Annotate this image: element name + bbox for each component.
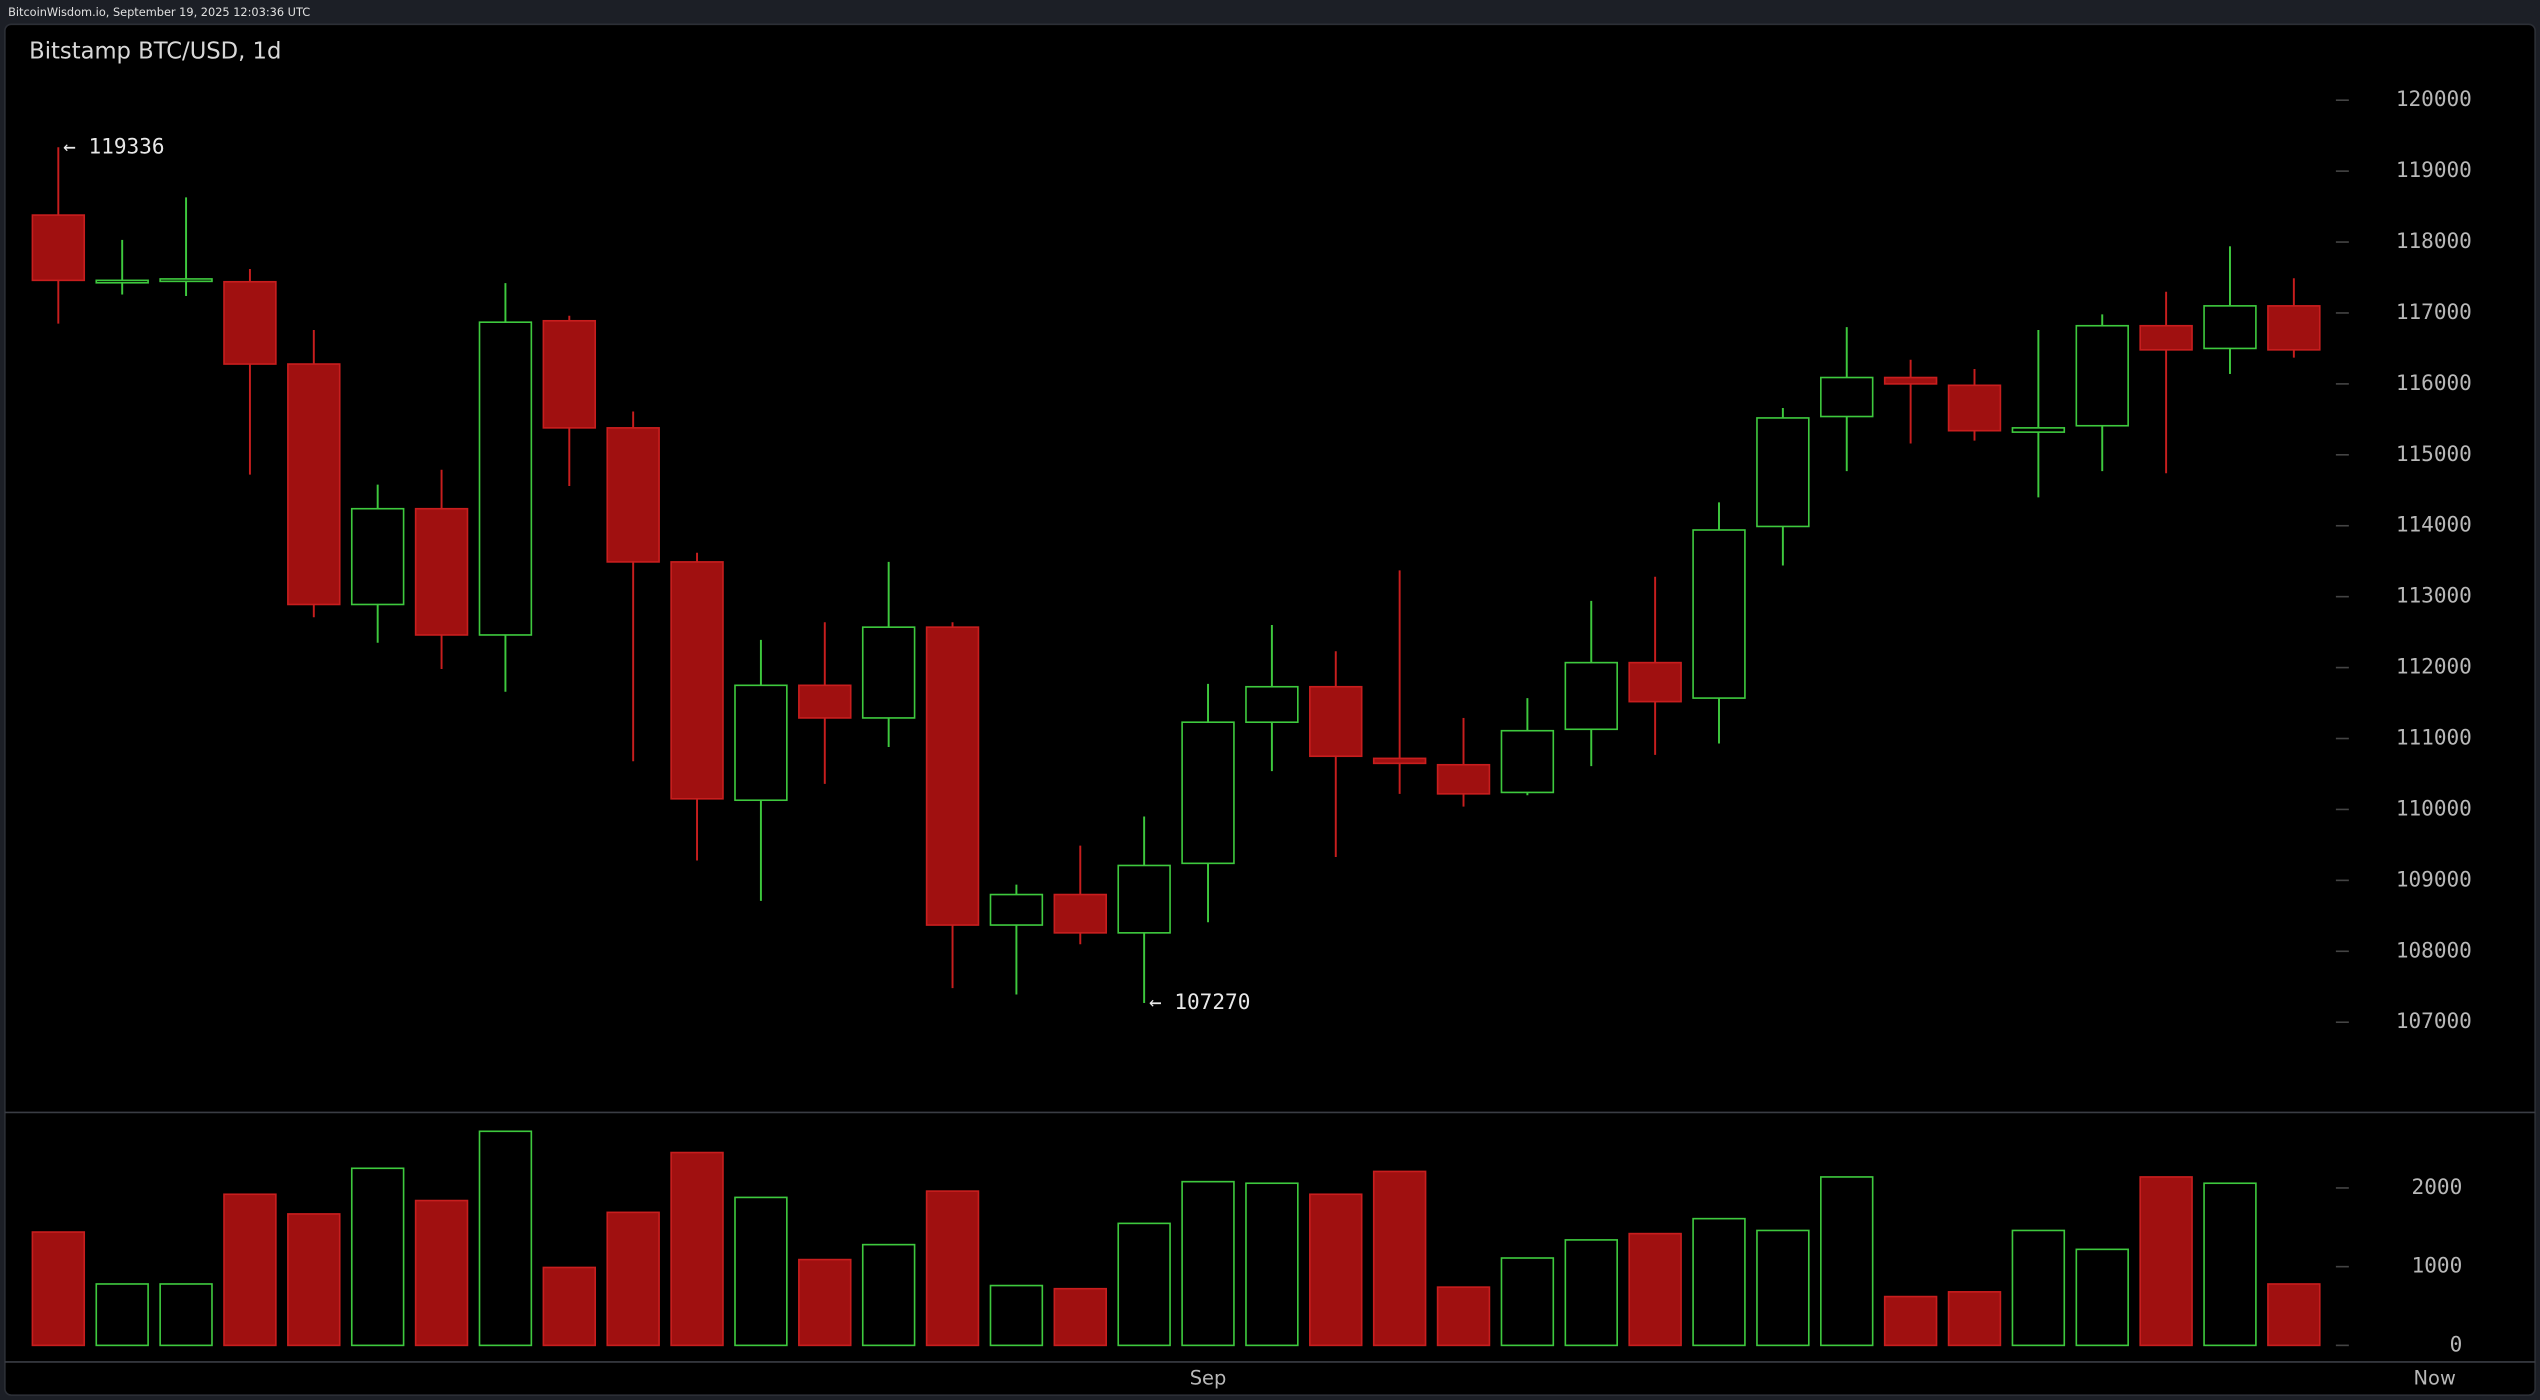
- candle-body: [1053, 893, 1108, 934]
- candle-body: [542, 319, 597, 429]
- y-tick-label: 113000: [2396, 583, 2472, 608]
- volume-bar: [414, 1199, 469, 1347]
- volume-bar: [2203, 1182, 2257, 1347]
- y-tick-label: 118000: [2396, 228, 2472, 253]
- candle-body: [989, 893, 1044, 926]
- candle-body: [798, 684, 852, 719]
- y-tick-label: 115000: [2396, 441, 2472, 466]
- volume-bar: [1372, 1170, 1427, 1347]
- candle-body: [1564, 661, 1618, 731]
- volume-bar: [478, 1130, 533, 1347]
- candle-body: [414, 507, 469, 636]
- volume-bar: [542, 1266, 597, 1347]
- candle-body: [1309, 685, 1363, 758]
- candle-body: [606, 427, 660, 563]
- volume-bar: [798, 1258, 852, 1347]
- candle-body: [2139, 324, 2193, 351]
- volume-tick-label: 0: [2450, 1331, 2463, 1356]
- volume-bar: [1628, 1232, 1682, 1347]
- volume-bar: [2139, 1176, 2193, 1347]
- candle-body: [1117, 864, 1171, 934]
- volume-bar: [1500, 1257, 1555, 1347]
- y-tick-label: 111000: [2396, 725, 2472, 750]
- y-tick-label: 119000: [2396, 157, 2472, 182]
- candle-body: [1245, 685, 1299, 724]
- candle-body: [925, 626, 980, 926]
- candle-body: [287, 363, 341, 606]
- volume-bar: [1820, 1176, 1874, 1347]
- volume-bar: [159, 1283, 213, 1347]
- volume-bar: [1181, 1180, 1235, 1347]
- candle-body: [1628, 661, 1682, 703]
- volume-bar: [287, 1213, 341, 1347]
- volume-bar: [1947, 1291, 2002, 1347]
- candle-body: [1181, 721, 1235, 865]
- volume-tick-label: 1000: [2412, 1253, 2463, 1278]
- candle-body: [31, 214, 86, 282]
- candle-body: [223, 280, 277, 365]
- volume-bar: [1117, 1222, 1171, 1347]
- volume-bar: [1053, 1287, 1108, 1347]
- candle-body: [350, 507, 405, 606]
- header: BitcoinWisdom.io, September 19, 2025 12:…: [8, 5, 310, 19]
- candle-body: [1692, 529, 1746, 699]
- x-tick-label: Sep: [1190, 1366, 1227, 1389]
- candle-body: [2075, 324, 2129, 427]
- y-tick-label: 120000: [2396, 86, 2472, 111]
- volume-bar: [223, 1193, 277, 1347]
- candle-body: [1756, 417, 1810, 528]
- candle-body: [159, 278, 213, 283]
- y-tick-label: 107000: [2396, 1008, 2472, 1033]
- volume-bar: [1883, 1295, 1938, 1347]
- candle-body: [1820, 376, 1874, 418]
- volume-bar: [734, 1196, 788, 1347]
- low-annotation: ← 107270: [1149, 989, 1250, 1014]
- candle-body: [95, 279, 149, 284]
- volume-bar: [1245, 1182, 1299, 1347]
- volume-bar: [606, 1211, 660, 1347]
- candle-body: [1436, 763, 1491, 795]
- volume-bar: [31, 1231, 86, 1347]
- volume-bar: [2267, 1283, 2321, 1347]
- volume-tick-label: 2000: [2412, 1174, 2463, 1199]
- high-annotation: ← 119336: [63, 133, 164, 158]
- y-tick-label: 116000: [2396, 370, 2472, 395]
- volume-bar: [1436, 1286, 1491, 1347]
- y-tick-label: 109000: [2396, 866, 2472, 891]
- volume-bar: [1692, 1217, 1746, 1347]
- volume-bar: [2011, 1229, 2066, 1347]
- volume-bar: [861, 1243, 916, 1347]
- volume-bar: [95, 1283, 149, 1347]
- now-label: Now: [2414, 1366, 2456, 1389]
- chart-title: Bitstamp BTC/USD, 1d: [29, 38, 281, 64]
- y-tick-label: 112000: [2396, 654, 2472, 679]
- volume-bar: [1756, 1229, 1810, 1347]
- candle-body: [2203, 305, 2257, 350]
- y-tick-label: 110000: [2396, 795, 2472, 820]
- volume-bar: [925, 1190, 980, 1347]
- y-tick-label: 117000: [2396, 299, 2472, 324]
- candle-body: [1500, 729, 1555, 794]
- y-tick-label: 108000: [2396, 937, 2472, 962]
- candle-body: [1883, 376, 1938, 385]
- volume-bar: [1564, 1239, 1618, 1347]
- candle-body: [1372, 757, 1427, 765]
- candle-body: [2267, 305, 2321, 351]
- volume-bar: [989, 1284, 1044, 1347]
- volume-bar: [2075, 1248, 2129, 1347]
- candle-body: [478, 321, 533, 636]
- candle-body: [734, 684, 788, 802]
- candle-body: [861, 626, 916, 719]
- volume-bar: [1309, 1193, 1363, 1347]
- volume-bar: [670, 1151, 724, 1347]
- volume-bar: [350, 1167, 405, 1347]
- candle-body: [670, 561, 724, 800]
- candle-body: [1947, 384, 2002, 432]
- candle-body: [2011, 427, 2066, 433]
- y-tick-label: 114000: [2396, 512, 2472, 537]
